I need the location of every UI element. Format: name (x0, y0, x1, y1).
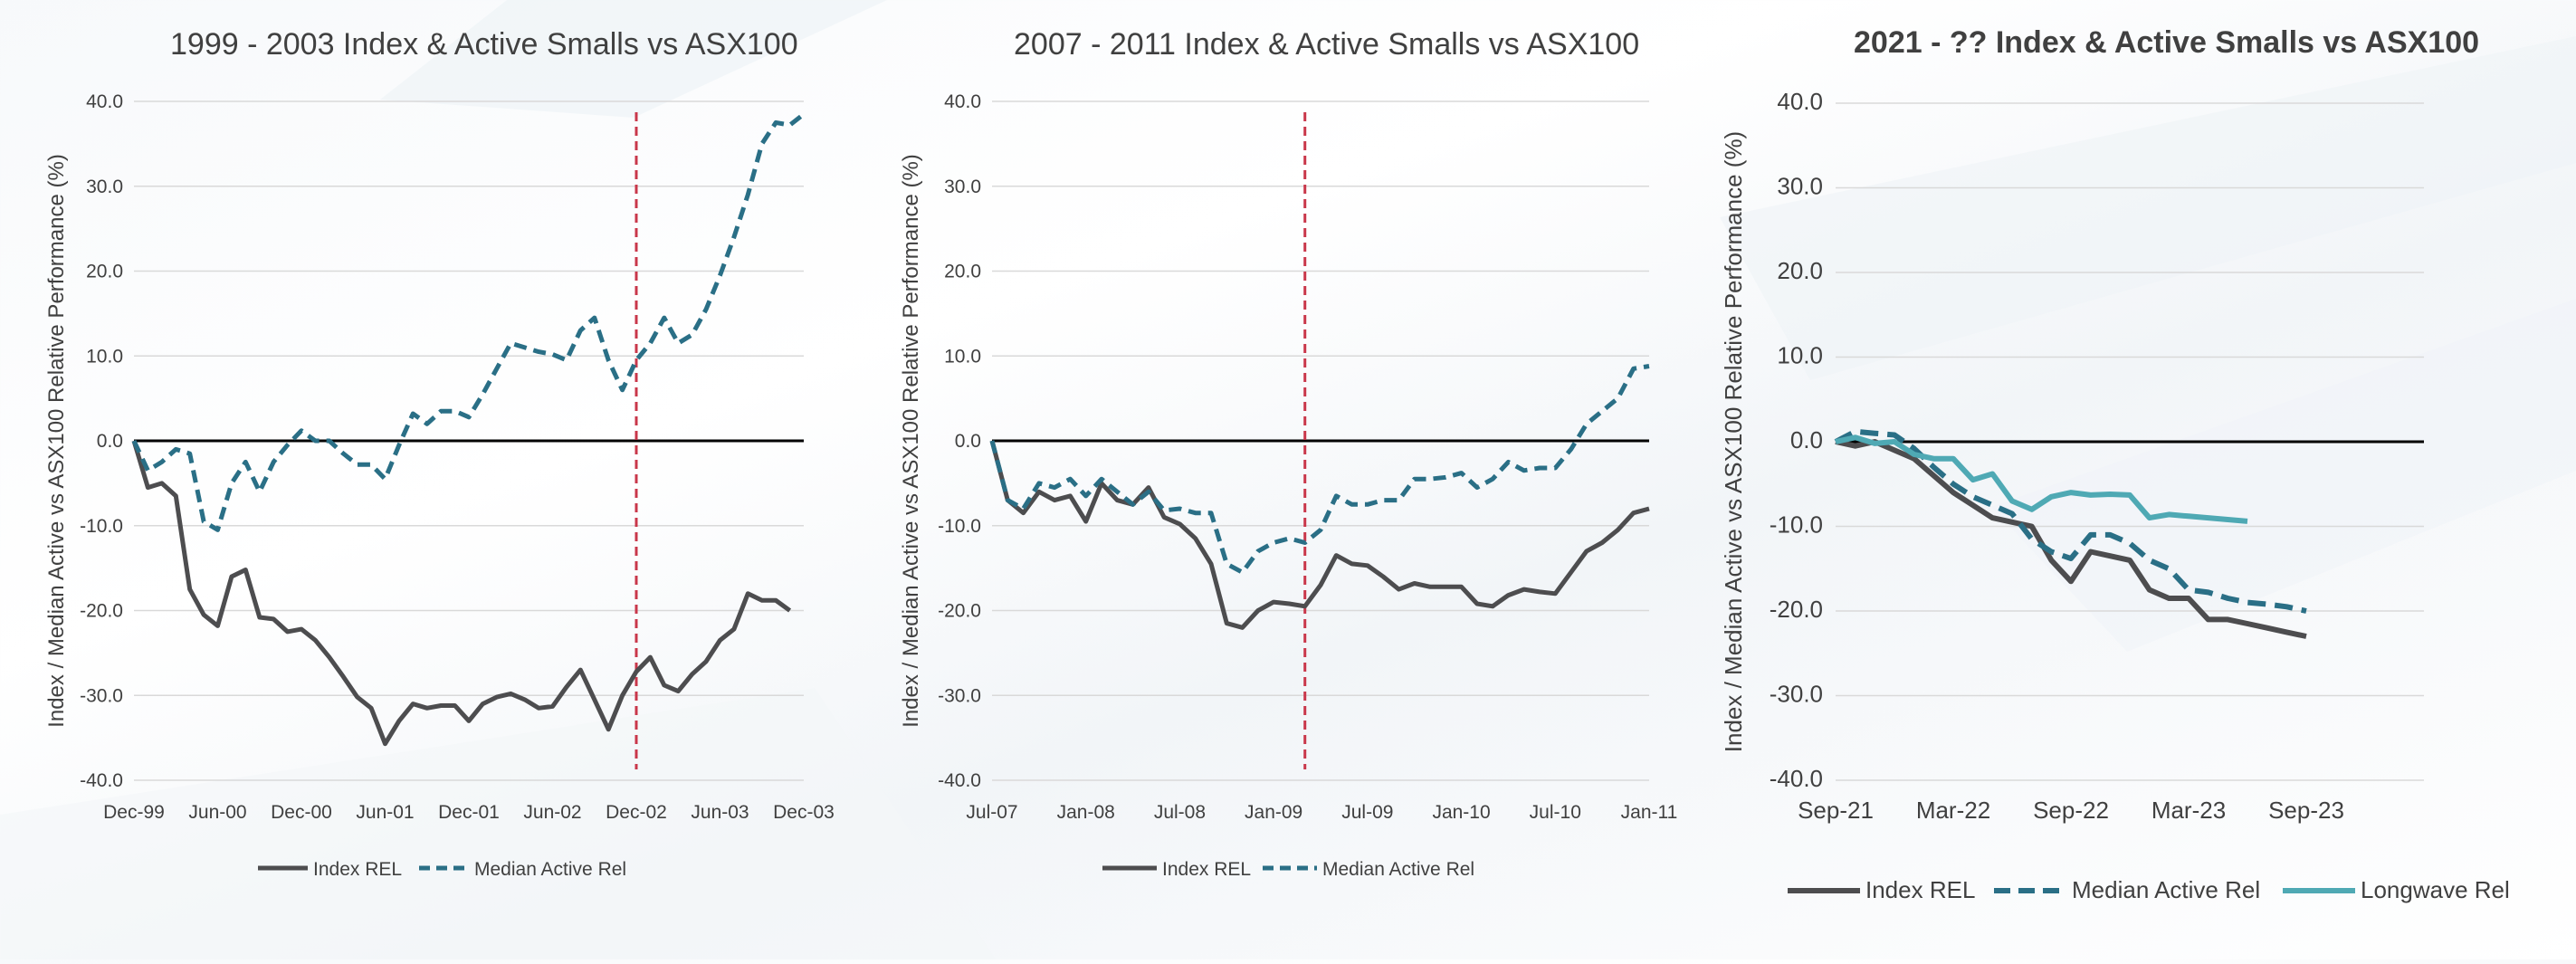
y-tick-label: 10.0 (1777, 342, 1823, 369)
legend-label: Median Active Rel (474, 859, 626, 880)
x-tick-label: Mar-23 (2151, 797, 2226, 824)
chart-title: 1999 - 2003 Index & Active Smalls vs ASX… (170, 27, 798, 62)
y-tick-label: -10.0 (80, 516, 123, 537)
y-tick-label: -20.0 (1770, 596, 1823, 623)
series-line-median-active-rel (1834, 428, 2307, 614)
x-tick-label: Jan-11 (1621, 802, 1678, 823)
y-tick-label: 30.0 (1777, 173, 1823, 200)
legend-label: Index REL (1162, 859, 1251, 880)
x-tick-label: Jan-10 (1432, 802, 1490, 823)
y-axis-label: Index / Median Active vs ASX100 Relative… (44, 154, 69, 728)
y-tick-label: -30.0 (938, 685, 981, 706)
x-tick-label: Jun-00 (188, 802, 246, 823)
y-tick-label: -30.0 (1770, 681, 1823, 708)
x-tick-label: Dec-03 (773, 802, 835, 823)
x-tick-label: Dec-00 (271, 802, 332, 823)
x-tick-label: Jan-08 (1057, 802, 1115, 823)
legend-label: Index REL (1865, 876, 1975, 903)
chart-title: 2021 - ?? Index & Active Smalls vs ASX10… (1854, 25, 2479, 60)
y-axis-label: Index / Median Active vs ASX100 Relative… (1720, 131, 1747, 752)
x-tick-label: Jul-07 (966, 802, 1017, 823)
y-tick-label: 40.0 (1777, 88, 1823, 115)
legend-label: Index REL (313, 859, 402, 880)
y-tick-label: 20.0 (1777, 257, 1823, 284)
y-tick-label: -10.0 (938, 516, 981, 537)
x-tick-label: Jun-02 (523, 802, 581, 823)
series-line-longwave-rel (1835, 434, 2248, 524)
y-tick-label: 10.0 (86, 346, 123, 367)
series-line-index-rel (989, 440, 1650, 630)
background-ribbon (0, 688, 996, 959)
x-tick-label: Sep-23 (2268, 797, 2344, 824)
x-tick-label: Sep-22 (2033, 797, 2109, 824)
y-tick-label: 10.0 (944, 346, 981, 367)
y-tick-label: -10.0 (1770, 511, 1823, 539)
x-tick-label: Mar-22 (1916, 797, 1990, 824)
legend-label: Longwave Rel (2361, 876, 2510, 903)
x-tick-label: Jun-03 (691, 802, 749, 823)
y-tick-label: 30.0 (86, 177, 123, 197)
chart-title: 2007 - 2011 Index & Active Smalls vs ASX… (1014, 27, 1639, 62)
y-tick-label: -40.0 (80, 770, 123, 791)
x-tick-label: Sep-21 (1798, 797, 1874, 824)
series-line-index-rel (131, 440, 792, 747)
x-tick-label: Jun-01 (356, 802, 414, 823)
y-tick-label: 0.0 (97, 431, 123, 452)
y-tick-label: 40.0 (944, 91, 981, 112)
y-tick-label: -40.0 (1770, 765, 1823, 792)
x-tick-label: Dec-01 (438, 802, 500, 823)
background-ribbon (1991, 299, 2576, 652)
series-line-index-rel (1835, 439, 2307, 639)
x-tick-label: Jul-09 (1341, 802, 1393, 823)
x-tick-label: Jan-09 (1245, 802, 1302, 823)
chart-panel-3: 2021 - ?? Index & Active Smalls vs ASX10… (1720, 25, 2510, 903)
y-tick-label: -40.0 (938, 770, 981, 791)
x-tick-label: Jul-08 (1154, 802, 1206, 823)
x-tick-label: Jul-10 (1530, 802, 1581, 823)
y-tick-label: 0.0 (955, 431, 981, 452)
y-tick-label: 30.0 (944, 177, 981, 197)
background-ribbon (1720, 36, 2576, 380)
y-tick-label: -30.0 (80, 685, 123, 706)
y-tick-label: 20.0 (944, 262, 981, 282)
chart-panel-1: 1999 - 2003 Index & Active Smalls vs ASX… (44, 27, 835, 880)
legend-label: Median Active Rel (2072, 876, 2260, 903)
y-tick-label: -20.0 (80, 601, 123, 622)
background-ribbon (380, 0, 887, 118)
series-line-median-active-rel (131, 112, 806, 532)
x-tick-label: Dec-99 (103, 802, 165, 823)
chart-panel-2: 2007 - 2011 Index & Active Smalls vs ASX… (899, 27, 1677, 880)
y-axis-label: Index / Median Active vs ASX100 Relative… (899, 154, 923, 728)
x-tick-label: Dec-02 (606, 802, 667, 823)
y-tick-label: 40.0 (86, 91, 123, 112)
y-tick-label: 20.0 (86, 262, 123, 282)
series-line-median-active-rel (989, 364, 1650, 575)
y-tick-label: 0.0 (1790, 426, 1823, 453)
y-tick-label: -20.0 (938, 601, 981, 622)
legend-label: Median Active Rel (1322, 859, 1474, 880)
